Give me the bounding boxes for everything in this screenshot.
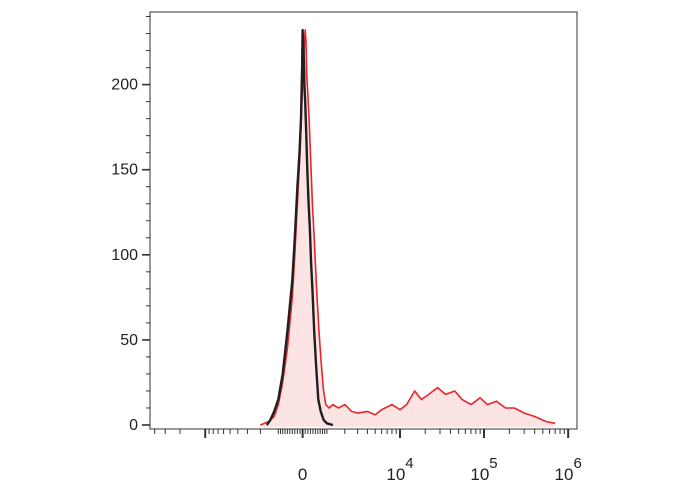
- x-tick-label: 104: [386, 455, 413, 484]
- axes: 0 50 100 150 200 0 104 105 106: [111, 11, 582, 484]
- x-tick-label: 105: [470, 455, 497, 484]
- y-tick-label: 50: [120, 332, 138, 349]
- series-layer: [260, 28, 556, 427]
- series-1-line: [265, 28, 334, 427]
- y-tick-label: 0: [129, 417, 138, 434]
- x-tick-label: 0: [298, 465, 307, 484]
- plot-frame: [149, 11, 578, 430]
- y-tick-label: 100: [111, 247, 138, 264]
- y-tick-label: 150: [111, 162, 138, 179]
- y-tick-label: 200: [111, 77, 138, 94]
- series-0-area: [260, 30, 556, 427]
- x-tick-label: 106: [555, 455, 582, 484]
